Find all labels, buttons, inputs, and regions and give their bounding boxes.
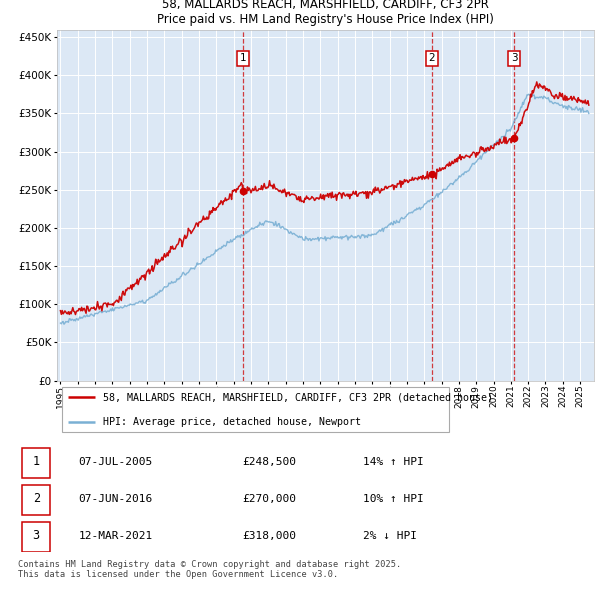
FancyBboxPatch shape — [22, 522, 50, 552]
Text: £270,000: £270,000 — [242, 494, 296, 504]
Text: 14% ↑ HPI: 14% ↑ HPI — [364, 457, 424, 467]
Text: 3: 3 — [511, 54, 517, 64]
Text: 3: 3 — [32, 529, 40, 542]
Text: 1: 1 — [239, 54, 246, 64]
Text: £248,500: £248,500 — [242, 457, 296, 467]
Text: 07-JUN-2016: 07-JUN-2016 — [78, 494, 152, 504]
Text: HPI: Average price, detached house, Newport: HPI: Average price, detached house, Newp… — [103, 417, 361, 427]
Text: 07-JUL-2005: 07-JUL-2005 — [78, 457, 152, 467]
Title: 58, MALLARDS REACH, MARSHFIELD, CARDIFF, CF3 2PR
Price paid vs. HM Land Registry: 58, MALLARDS REACH, MARSHFIELD, CARDIFF,… — [157, 0, 494, 25]
Text: 2% ↓ HPI: 2% ↓ HPI — [364, 530, 418, 540]
Text: 58, MALLARDS REACH, MARSHFIELD, CARDIFF, CF3 2PR (detached house): 58, MALLARDS REACH, MARSHFIELD, CARDIFF,… — [103, 392, 493, 402]
Text: £318,000: £318,000 — [242, 530, 296, 540]
FancyBboxPatch shape — [22, 448, 50, 478]
FancyBboxPatch shape — [22, 485, 50, 515]
Text: 2: 2 — [428, 54, 435, 64]
Text: 2: 2 — [32, 492, 40, 505]
Text: Contains HM Land Registry data © Crown copyright and database right 2025.
This d: Contains HM Land Registry data © Crown c… — [18, 560, 401, 579]
Text: 10% ↑ HPI: 10% ↑ HPI — [364, 494, 424, 504]
Text: 1: 1 — [32, 455, 40, 468]
FancyBboxPatch shape — [62, 386, 449, 432]
Text: 12-MAR-2021: 12-MAR-2021 — [78, 530, 152, 540]
